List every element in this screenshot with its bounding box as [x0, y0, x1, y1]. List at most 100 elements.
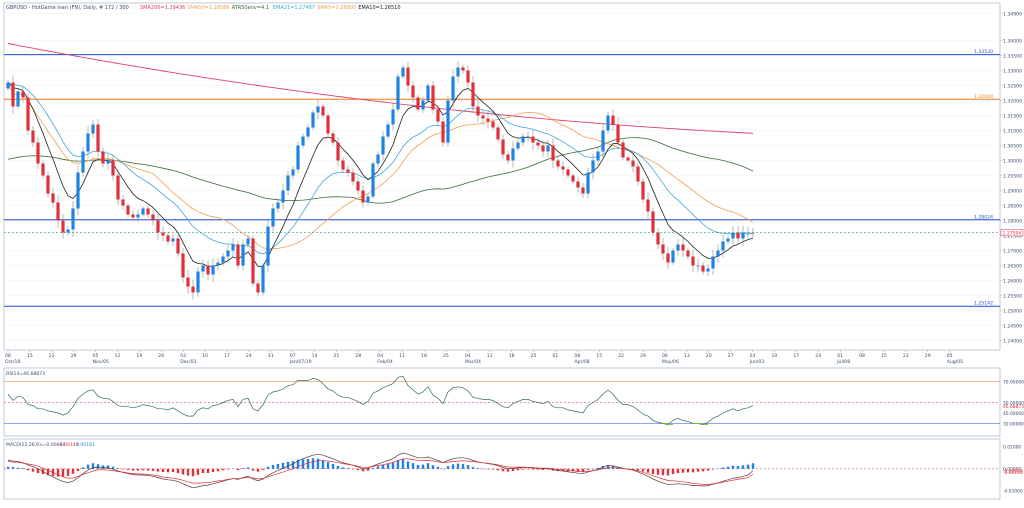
candle-body [41, 163, 45, 176]
candle-body [201, 265, 205, 272]
candle-body [71, 208, 75, 230]
candle-body [181, 253, 185, 278]
current-price-box [1000, 229, 1024, 237]
rsi-tick-label: 70.00000 [1003, 379, 1024, 385]
horizontal-levels[interactable]: 1.33530 1.32040 1.28024 1.25142 [4, 49, 1000, 307]
candle-body [446, 100, 450, 143]
level-label: 1.25142 [974, 301, 993, 307]
macd-histogram-bar [396, 460, 400, 469]
candle-body [581, 187, 585, 194]
macd-histogram-bar [581, 468, 585, 472]
candle-body [611, 115, 615, 125]
macd-histogram-bar [21, 468, 25, 469]
ema10-line [7, 82, 754, 267]
indicator-label: EMA21=1.27487 [273, 5, 315, 11]
indicator-label: ATR50env=4.1 [232, 5, 269, 11]
macd-histogram-bar [391, 462, 395, 469]
candle-body [491, 121, 495, 128]
candle-body [241, 244, 245, 266]
indicator-legend: SMA200=1.29436 SMA50=1.28586 ATR50env=4.1 E… [140, 5, 401, 11]
candle-body [321, 106, 325, 116]
macd-histogram-bar [456, 463, 460, 469]
macd-histogram-bar [206, 468, 210, 474]
candle-body [571, 175, 575, 182]
candle-body [421, 100, 425, 110]
price-tick-label: 1.26500 [1003, 263, 1022, 269]
macd-histogram-bar [571, 468, 575, 472]
candle-body [36, 142, 40, 164]
sma200-line [7, 43, 754, 134]
x-tick-label: 15 [881, 353, 887, 359]
macd-tick-label: -0.00080 [1003, 468, 1023, 474]
x-period-label: Dec/03 [180, 359, 196, 365]
macd-histogram-bar [271, 464, 275, 469]
candle-body [596, 151, 600, 161]
price-tick-label: 1.33000 [1003, 68, 1022, 74]
candle-body [221, 256, 225, 263]
macd-histogram-bar [56, 468, 60, 477]
price-panel-frame [3, 2, 1001, 351]
candle-body [311, 112, 315, 128]
candle-body [51, 193, 55, 203]
macd-histogram-bar [486, 468, 490, 470]
indicator-label: SMA200=1.29436 [140, 5, 185, 11]
macd-histogram-bar [321, 460, 325, 469]
macd-histogram-bar [436, 466, 440, 469]
candle-body [411, 85, 415, 98]
candle-body [626, 157, 630, 161]
macd-histogram-bar [351, 468, 355, 470]
macd-histogram-bar [286, 461, 290, 469]
macd-histogram-bar [731, 465, 735, 469]
candle-body [406, 67, 410, 86]
macd-histogram-bar [196, 468, 200, 475]
sma50-line [7, 82, 754, 250]
x-tick-label: 04 [465, 353, 471, 359]
candle-body [506, 154, 510, 161]
macd-histogram-bar [46, 468, 50, 476]
macd-signal-value: -0.00144 [58, 442, 79, 448]
macd-histogram-bar [126, 468, 130, 470]
candle-body [271, 208, 275, 227]
candle-body [81, 151, 85, 173]
macd-histogram-bar [681, 468, 685, 473]
macd-histogram-bar [191, 468, 195, 477]
symbol-info: GBPUSD - HotGame Ivan (FN), Daily, # 172… [6, 5, 129, 11]
macd-histogram-bar [701, 468, 705, 472]
x-tick-label: 29 [640, 353, 646, 359]
candle-body [646, 199, 650, 212]
macd-histogram-bar [121, 468, 125, 470]
macd-histogram-bar [241, 468, 245, 469]
x-period-label: May/06 [662, 359, 679, 365]
candle-body [276, 202, 280, 209]
candle-body [481, 115, 485, 119]
candlestick-series [6, 60, 755, 300]
x-tick-label: 18 [509, 353, 515, 359]
candle-body [726, 238, 730, 242]
x-tick-label: 04 [377, 353, 383, 359]
macd-histogram-bar [156, 468, 160, 472]
macd-histogram-bar [576, 468, 580, 472]
macd-histogram-bar [691, 468, 695, 473]
candle-body [706, 268, 710, 272]
rsi-panel-frame [3, 367, 1001, 437]
candle-body [376, 154, 380, 164]
candle-body [621, 142, 625, 158]
macd-histogram-bar [226, 468, 230, 470]
price-tick-label: 1.29500 [1003, 173, 1022, 179]
price-tick-label: 1.28000 [1003, 218, 1022, 224]
candle-body [346, 169, 350, 173]
candle-body [76, 172, 80, 209]
macd-histogram-bar [686, 468, 690, 473]
macd-histogram-bar [146, 468, 150, 471]
macd-histogram-bar [181, 468, 185, 475]
candle-body [561, 166, 565, 170]
macd-histogram-bar [221, 468, 225, 471]
candle-body [331, 133, 335, 143]
candle-body [716, 250, 720, 257]
candle-body [366, 196, 370, 203]
macd-histogram-bar [476, 468, 480, 469]
candle-body [501, 139, 505, 155]
x-tick-label: 25 [443, 353, 449, 359]
